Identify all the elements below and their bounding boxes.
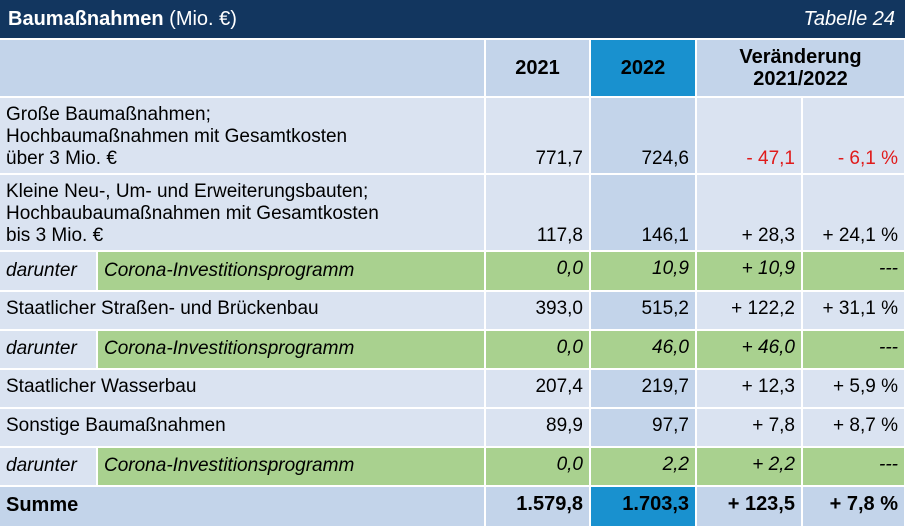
value-2021: 393,0 [485, 290, 591, 331]
table-row-darunter: darunter Corona-Investitionsprogramm 0,0… [0, 446, 905, 487]
value-2022: 219,7 [590, 368, 697, 409]
darunter-label: darunter [0, 446, 98, 487]
change-percent: --- [802, 446, 905, 487]
sum-change-absolute: + 123,5 [696, 485, 803, 528]
change-absolute: - 47,1 [696, 97, 803, 176]
value-2022: 515,2 [590, 290, 697, 331]
value-2021: 207,4 [485, 368, 591, 409]
row-label: Große Baumaßnahmen; Hochbaumaßnahmen mit … [0, 97, 486, 176]
row-label: Kleine Neu-, Um- und Erweiterungsbauten;… [0, 174, 486, 253]
header-empty-cell [0, 40, 486, 99]
darunter-label: darunter [0, 329, 98, 370]
value-2022: 2,2 [590, 446, 697, 487]
row-label: Corona-Investitionsprogramm [97, 446, 486, 487]
sum-change-percent: + 7,8 % [802, 485, 905, 528]
change-percent: + 5,9 % [802, 368, 905, 409]
change-percent: + 24,1 % [802, 174, 905, 253]
table-row: Staatlicher Wasserbau 207,4 219,7 + 12,3… [0, 368, 905, 409]
value-2022: 46,0 [590, 329, 697, 370]
change-absolute: + 10,9 [696, 251, 803, 292]
table-row-darunter: darunter Corona-Investitionsprogramm 0,0… [0, 329, 905, 370]
change-absolute: + 12,3 [696, 368, 803, 409]
value-2021: 0,0 [485, 446, 591, 487]
table-number: Tabelle 24 [803, 8, 895, 30]
row-label-line: bis 3 Mio. € [6, 225, 104, 247]
row-label: Corona-Investitionsprogramm [97, 329, 486, 370]
table-title-main: Baumaßnahmen [8, 8, 164, 30]
change-absolute: + 2,2 [696, 446, 803, 487]
value-2021: 89,9 [485, 407, 591, 448]
value-2022: 10,9 [590, 251, 697, 292]
table-row: Große Baumaßnahmen; Hochbaumaßnahmen mit … [0, 97, 905, 176]
change-percent: + 31,1 % [802, 290, 905, 331]
header-2021: 2021 [485, 40, 591, 99]
table-title: Baumaßnahmen (Mio. €) [8, 8, 237, 31]
value-2022: 724,6 [590, 97, 697, 176]
row-label-line: Hochbaumaßnahmen mit Gesamtkosten [6, 126, 348, 148]
sum-row: Summe 1.579,8 1.703,3 + 123,5 + 7,8 % [0, 485, 905, 528]
change-percent: --- [802, 251, 905, 292]
construction-table: 2021 2022 Veränderung 2021/2022 Große Bau… [0, 40, 905, 528]
row-label: Sonstige Baumaßnahmen [0, 407, 486, 448]
change-percent: --- [802, 329, 905, 370]
table-row-darunter: darunter Corona-Investitionsprogramm 0,0… [0, 251, 905, 292]
change-percent: + 8,7 % [802, 407, 905, 448]
column-header-row: 2021 2022 Veränderung 2021/2022 [0, 40, 905, 99]
row-label-line: über 3 Mio. € [6, 148, 117, 170]
value-2021: 0,0 [485, 251, 591, 292]
header-2022: 2022 [590, 40, 697, 99]
row-label-line: Hochbaubaumaßnahmen mit Gesamtkosten [6, 203, 379, 225]
header-change-line1: Veränderung [739, 46, 862, 69]
row-label-line: Kleine Neu-, Um- und Erweiterungsbauten; [6, 181, 369, 203]
value-2021: 0,0 [485, 329, 591, 370]
table-row: Staatlicher Straßen- und Brückenbau 393,… [0, 290, 905, 331]
change-absolute: + 46,0 [696, 329, 803, 370]
row-label: Corona-Investitionsprogramm [97, 251, 486, 292]
table-title-unit: (Mio. €) [169, 8, 237, 30]
sum-2022: 1.703,3 [590, 485, 697, 528]
change-absolute: + 28,3 [696, 174, 803, 253]
row-label: Staatlicher Straßen- und Brückenbau [0, 290, 486, 331]
sum-2021: 1.579,8 [485, 485, 591, 528]
table-row: Kleine Neu-, Um- und Erweiterungsbauten;… [0, 174, 905, 253]
table-row: Sonstige Baumaßnahmen 89,9 97,7 + 7,8 + … [0, 407, 905, 448]
value-2022: 146,1 [590, 174, 697, 253]
header-change: Veränderung 2021/2022 [696, 40, 905, 99]
change-percent: - 6,1 % [802, 97, 905, 176]
header-change-line2: 2021/2022 [753, 68, 848, 91]
row-label-line: Große Baumaßnahmen; [6, 104, 211, 126]
change-absolute: + 122,2 [696, 290, 803, 331]
value-2021: 117,8 [485, 174, 591, 253]
change-absolute: + 7,8 [696, 407, 803, 448]
value-2022: 97,7 [590, 407, 697, 448]
value-2021: 771,7 [485, 97, 591, 176]
darunter-label: darunter [0, 251, 98, 292]
sum-label: Summe [0, 485, 486, 528]
table-header-bar: Baumaßnahmen (Mio. €) Tabelle 24 [0, 0, 905, 38]
row-label: Staatlicher Wasserbau [0, 368, 486, 409]
